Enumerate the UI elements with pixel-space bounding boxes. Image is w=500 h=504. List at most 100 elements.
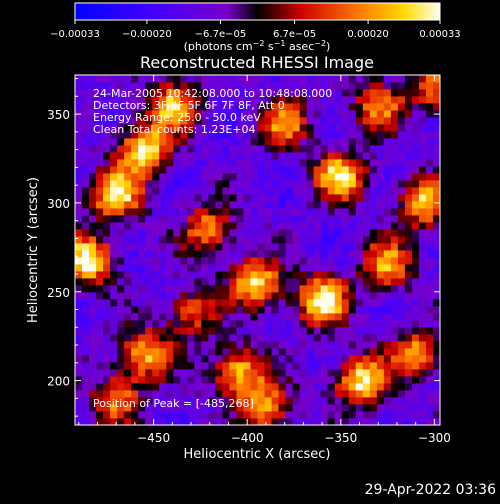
heatmap-cell — [103, 313, 111, 321]
heatmap-cell — [222, 327, 230, 335]
annotation-block: 24-Mar-2005 10:42:08.000 to 10:48:08.000… — [93, 87, 332, 136]
heatmap-cell — [250, 404, 258, 412]
heatmap-cell — [299, 138, 308, 146]
heatmap-cell — [89, 369, 97, 377]
heatmap-cell — [271, 369, 279, 377]
heatmap-cell — [376, 418, 385, 426]
heatmap-cell — [145, 334, 153, 342]
heatmap-cell — [187, 320, 195, 328]
heatmap-cell — [278, 397, 286, 405]
heatmap-cell — [243, 89, 251, 97]
heatmap-cell — [271, 201, 279, 209]
heatmap-cell — [390, 271, 399, 279]
heatmap-cell — [250, 243, 258, 251]
heatmap-cell — [327, 208, 336, 216]
heatmap-cell — [334, 145, 343, 153]
heatmap-cell — [180, 341, 188, 349]
heatmap-cell — [96, 278, 104, 286]
heatmap-cell — [306, 257, 315, 265]
heatmap-cell — [257, 152, 265, 160]
heatmap-cell — [369, 278, 378, 286]
heatmap-cell — [355, 138, 364, 146]
heatmap-cell — [208, 89, 216, 97]
heatmap-cell — [369, 187, 378, 195]
colorbar-tick-label: −0.00033 — [50, 29, 100, 40]
heatmap-cell — [173, 145, 181, 153]
heatmap-cell — [376, 411, 385, 419]
heatmap-cell — [341, 306, 350, 314]
heatmap-cell — [124, 159, 132, 167]
heatmap-cell — [124, 383, 132, 391]
heatmap-cell — [397, 222, 406, 230]
heatmap-cell — [348, 369, 357, 377]
heatmap-cell — [418, 243, 427, 251]
heatmap-cell — [285, 341, 293, 349]
heatmap-cell — [166, 152, 174, 160]
heatmap-cell — [285, 292, 293, 300]
heatmap-cell — [327, 117, 336, 125]
heatmap-cell — [138, 257, 146, 265]
heatmap-cell — [110, 320, 118, 328]
heatmap-cell — [82, 299, 90, 307]
heatmap-cell — [222, 292, 230, 300]
heatmap-cell — [124, 110, 132, 118]
heatmap-cell — [390, 75, 399, 83]
heatmap-cell — [327, 166, 336, 174]
heatmap-cell — [432, 320, 441, 328]
heatmap-cell — [229, 124, 237, 132]
heatmap-cell — [355, 180, 364, 188]
heatmap-cell — [327, 250, 336, 258]
heatmap-cell — [187, 334, 195, 342]
heatmap-cell — [208, 194, 216, 202]
heatmap-cell — [96, 159, 104, 167]
heatmap-cell — [152, 236, 160, 244]
heatmap-cell — [313, 362, 322, 370]
heatmap-cell — [110, 236, 118, 244]
heatmap-cell — [166, 96, 174, 104]
heatmap-cell — [355, 89, 364, 97]
heatmap-cell — [390, 327, 399, 335]
heatmap-cell — [124, 243, 132, 251]
heatmap-cell — [390, 334, 399, 342]
heatmap-cell — [369, 383, 378, 391]
heatmap-cell — [313, 341, 322, 349]
heatmap-cell — [369, 369, 378, 377]
heatmap-cell — [173, 187, 181, 195]
heatmap-cell — [334, 166, 343, 174]
heatmap-cell — [383, 215, 392, 223]
plot-frame — [74, 74, 441, 426]
y-tick-label: 350 — [47, 108, 70, 122]
heatmap-cell — [117, 271, 125, 279]
heatmap-cell — [159, 236, 167, 244]
heatmap-cell — [264, 411, 272, 419]
heatmap-cell — [229, 89, 237, 97]
heatmap-cell — [117, 159, 125, 167]
heatmap-cell — [201, 397, 209, 405]
heatmap-cell — [145, 187, 153, 195]
heatmap-cell — [334, 278, 343, 286]
heatmap-cell — [432, 96, 441, 104]
heatmap-cell — [418, 278, 427, 286]
heatmap-cell — [376, 138, 385, 146]
heatmap-cell — [222, 390, 230, 398]
heatmap-cell — [320, 341, 329, 349]
heatmap-cell — [82, 222, 90, 230]
heatmap-cell — [89, 418, 97, 426]
heatmap-cell — [194, 285, 202, 293]
heatmap-cell — [278, 306, 286, 314]
heatmap-cell — [187, 313, 195, 321]
heatmap-cell — [180, 348, 188, 356]
heatmap-cell — [82, 187, 90, 195]
heatmap-cell — [82, 166, 90, 174]
heatmap-cell — [222, 355, 230, 363]
heatmap-cell — [110, 383, 118, 391]
heatmap-cell — [299, 264, 308, 272]
heatmap-cell — [341, 278, 350, 286]
heatmap-cell — [215, 152, 223, 160]
heatmap-cell — [166, 103, 174, 111]
heatmap-cell — [201, 124, 209, 132]
heatmap-cell — [159, 138, 167, 146]
heatmap-cell — [362, 390, 371, 398]
heatmap-cell — [152, 348, 160, 356]
heatmap-cell — [306, 404, 315, 412]
